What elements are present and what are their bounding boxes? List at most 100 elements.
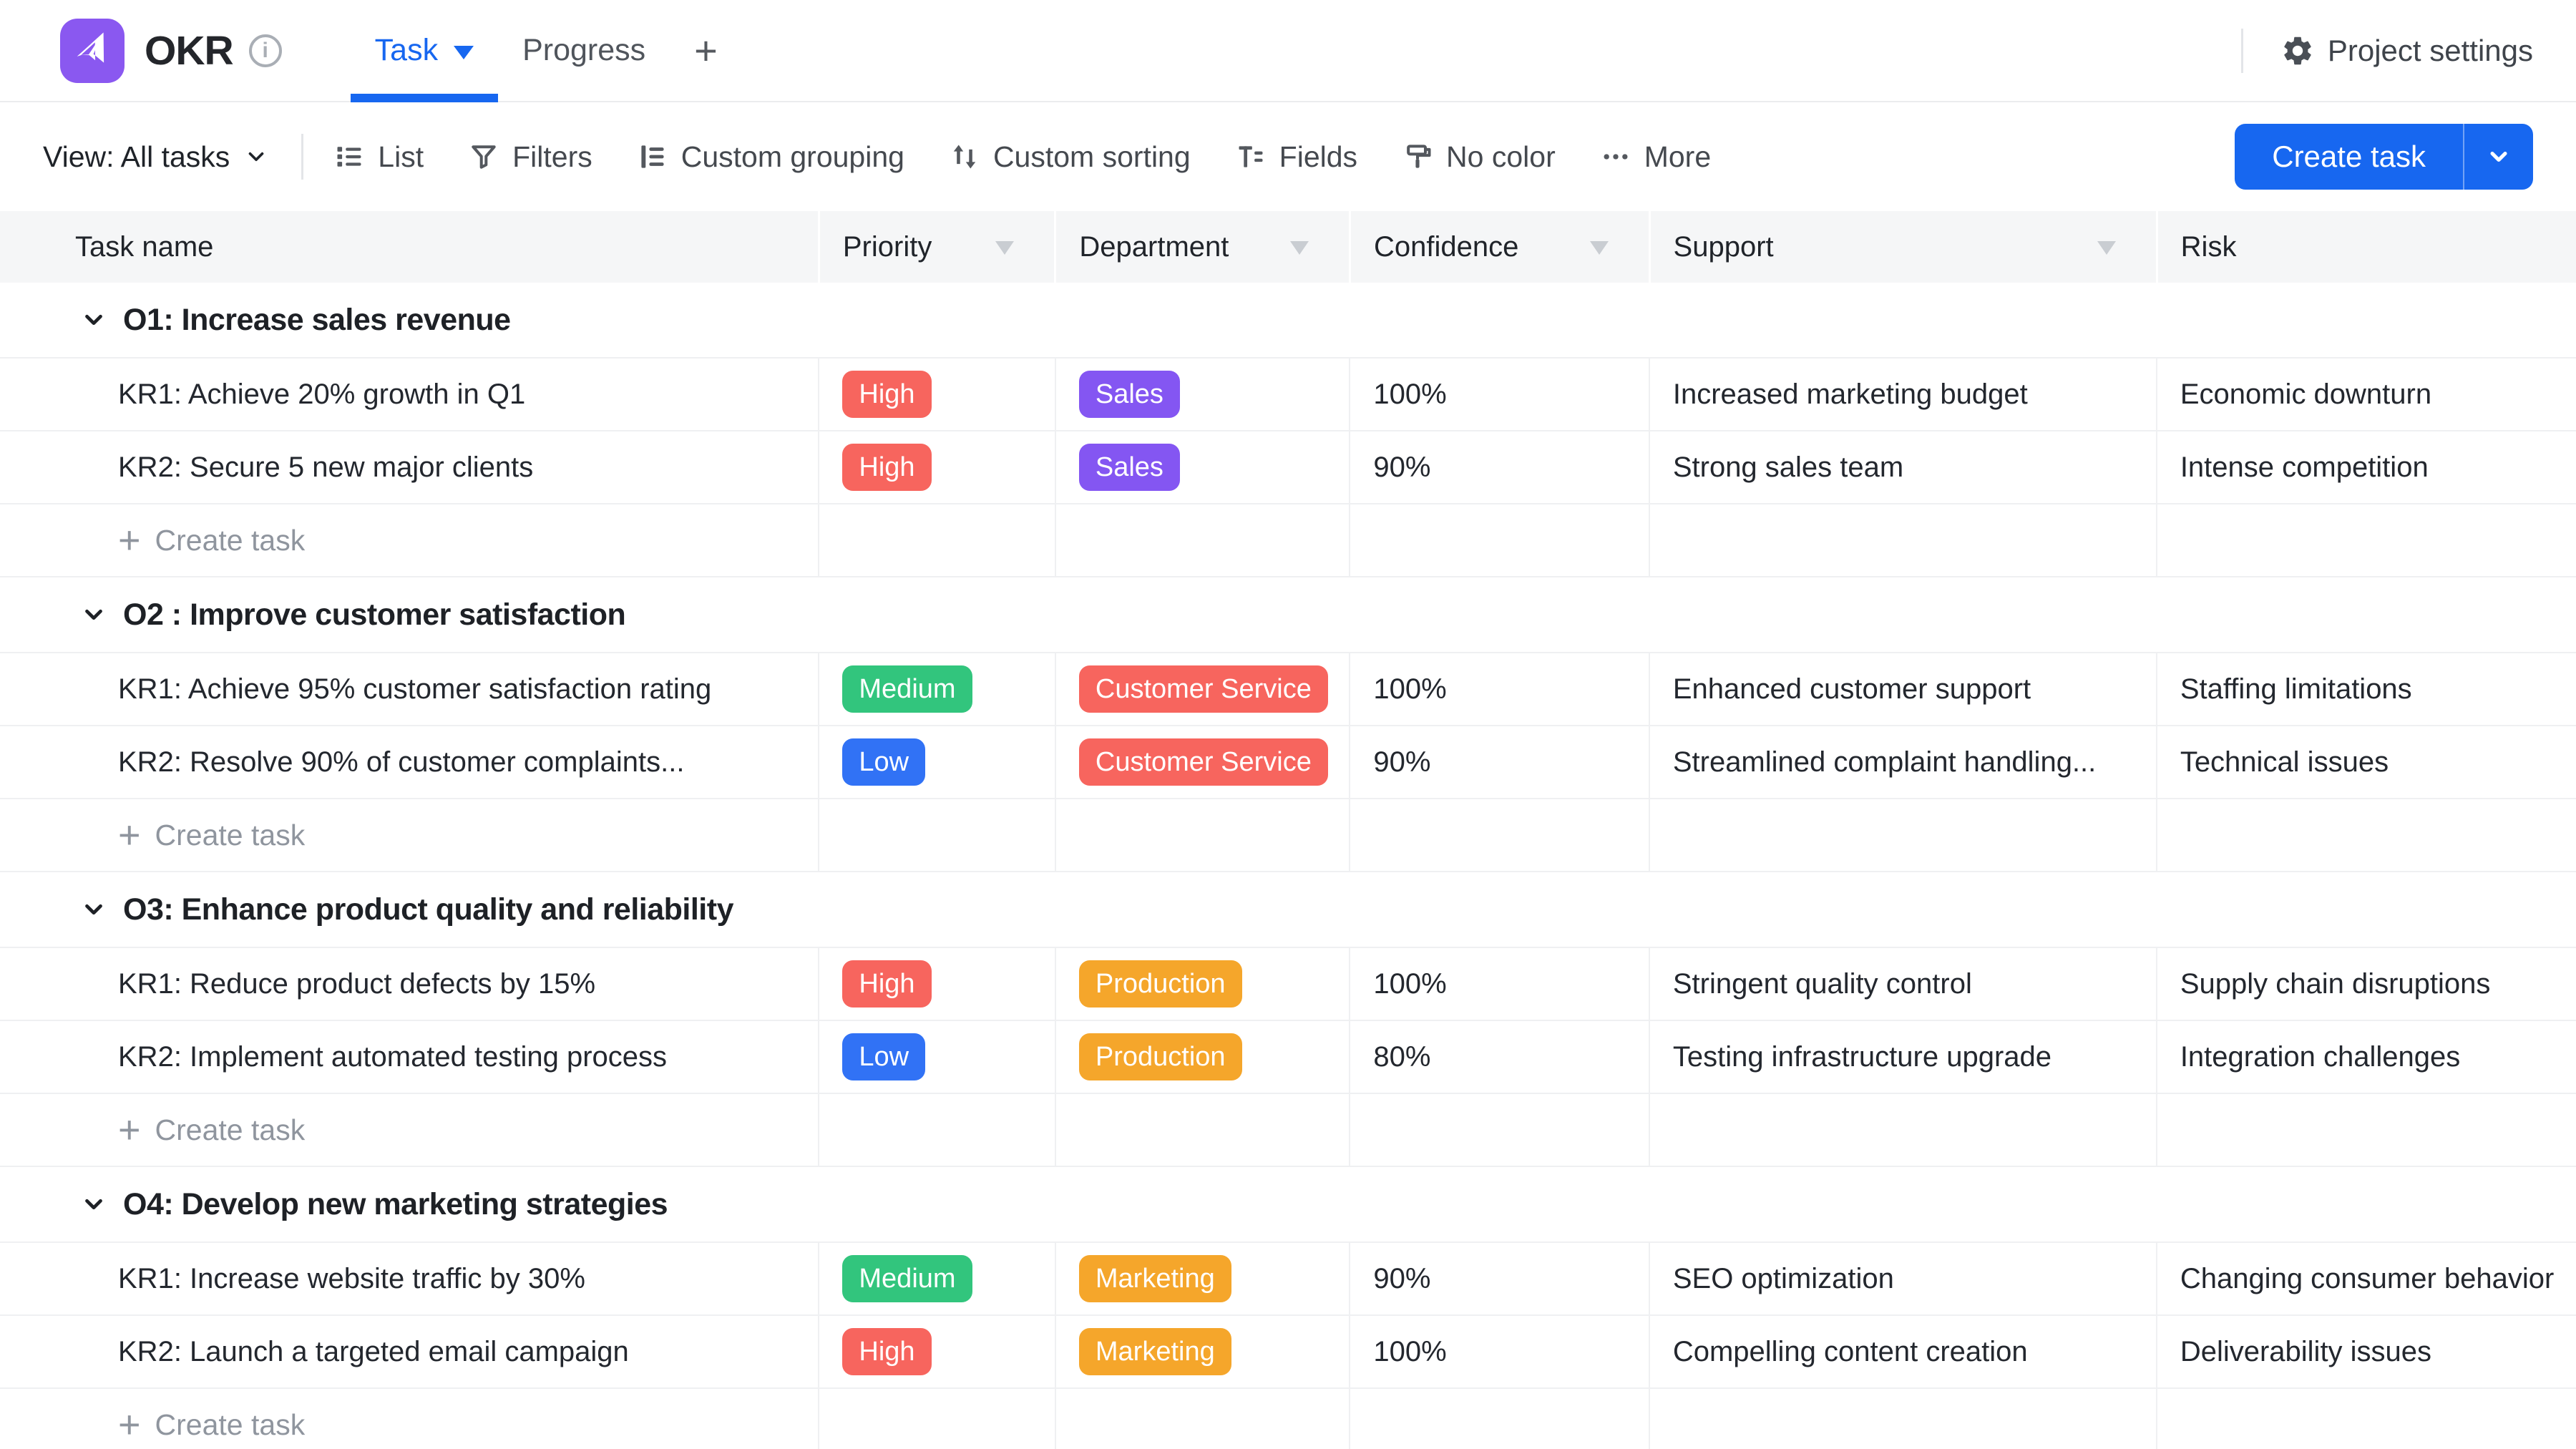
info-icon[interactable]: i — [248, 34, 282, 67]
column-header-risk[interactable]: Risk — [2155, 211, 2576, 283]
tab-task[interactable]: Task — [350, 0, 499, 102]
tab-progress[interactable]: Progress — [498, 0, 670, 101]
confidence-value[interactable]: 100% — [1373, 1335, 1447, 1367]
department-badge[interactable]: Sales — [1078, 371, 1180, 418]
risk-value[interactable]: Economic downturn — [2180, 378, 2432, 410]
table-row[interactable]: KR2: Launch a targeted email campaign Hi… — [0, 1316, 2576, 1389]
risk-value[interactable]: Staffing limitations — [2180, 673, 2412, 705]
department-badge[interactable]: Production — [1078, 1033, 1242, 1080]
priority-badge[interactable]: High — [842, 444, 932, 491]
plus-icon: + — [694, 28, 718, 73]
filter-triangle-icon[interactable] — [995, 241, 1015, 255]
view-switcher[interactable]: View: All tasks — [43, 140, 268, 174]
more-button[interactable]: More — [1600, 140, 1711, 174]
priority-badge[interactable]: Low — [842, 1033, 926, 1080]
table-row[interactable]: KR1: Reduce product defects by 15% High … — [0, 948, 2576, 1021]
chevron-down-icon[interactable] — [80, 1191, 107, 1218]
filter-triangle-icon[interactable] — [1290, 241, 1309, 255]
priority-badge[interactable]: High — [842, 371, 932, 418]
create-task-row[interactable]: + Create task — [0, 799, 2576, 872]
support-value[interactable]: Enhanced customer support — [1672, 673, 2031, 705]
risk-value[interactable]: Intense competition — [2180, 451, 2429, 483]
table-row[interactable]: KR2: Secure 5 new major clients High Sal… — [0, 431, 2576, 504]
confidence-value[interactable]: 80% — [1373, 1040, 1431, 1073]
chevron-down-icon[interactable] — [80, 896, 107, 923]
group-row-o3[interactable]: O3: Enhance product quality and reliabil… — [0, 872, 2576, 948]
priority-badge[interactable]: Low — [842, 738, 926, 786]
chevron-down-icon — [2486, 144, 2512, 170]
project-settings-button[interactable]: Project settings — [2280, 34, 2533, 68]
risk-value[interactable]: Supply chain disruptions — [2180, 967, 2491, 1000]
create-task-row-label: Create task — [155, 1113, 306, 1146]
confidence-value[interactable]: 90% — [1373, 451, 1431, 483]
confidence-value[interactable]: 90% — [1373, 746, 1431, 778]
custom-sorting-button[interactable]: Custom sorting — [949, 140, 1191, 174]
department-badge[interactable]: Customer Service — [1078, 738, 1328, 786]
support-value[interactable]: Compelling content creation — [1672, 1335, 2028, 1367]
group-row-o1[interactable]: O1: Increase sales revenue — [0, 283, 2576, 358]
column-header-support[interactable]: Support — [1648, 211, 2156, 283]
confidence-value[interactable]: 100% — [1373, 378, 1447, 410]
confidence-value[interactable]: 100% — [1373, 673, 1447, 705]
chevron-down-icon[interactable] — [80, 601, 107, 628]
priority-badge[interactable]: Medium — [842, 1255, 972, 1302]
priority-badge[interactable]: High — [842, 1328, 932, 1375]
column-header-confidence[interactable]: Confidence — [1349, 211, 1649, 283]
support-value[interactable]: Increased marketing budget — [1672, 378, 2028, 410]
risk-value[interactable]: Technical issues — [2180, 746, 2389, 778]
table-row[interactable]: KR2: Resolve 90% of customer complaints.… — [0, 726, 2576, 799]
task-name[interactable]: KR2: Secure 5 new major clients — [118, 451, 534, 483]
task-name[interactable]: KR2: Launch a targeted email campaign — [118, 1335, 629, 1367]
priority-badge[interactable]: Medium — [842, 665, 972, 713]
grouping-icon — [637, 141, 668, 172]
create-task-dropdown[interactable] — [2464, 124, 2533, 190]
okr-table: Task name Priority Department Confidence… — [0, 211, 2576, 1449]
column-header-priority[interactable]: Priority — [817, 211, 1055, 283]
confidence-value[interactable]: 90% — [1373, 1262, 1431, 1294]
task-name[interactable]: KR2: Resolve 90% of customer complaints.… — [118, 746, 685, 778]
risk-value[interactable]: Integration challenges — [2180, 1040, 2461, 1073]
group-title: O1: Increase sales revenue — [123, 302, 511, 337]
risk-value[interactable]: Changing consumer behavior — [2180, 1262, 2555, 1294]
create-task-row[interactable]: + Create task — [0, 1094, 2576, 1167]
risk-value[interactable]: Deliverability issues — [2180, 1335, 2432, 1367]
task-name[interactable]: KR1: Increase website traffic by 30% — [118, 1262, 585, 1294]
department-badge[interactable]: Sales — [1078, 444, 1180, 491]
table-row[interactable]: KR2: Implement automated testing process… — [0, 1021, 2576, 1094]
support-value[interactable]: Strong sales team — [1672, 451, 1904, 483]
confidence-value[interactable]: 100% — [1373, 967, 1447, 1000]
custom-grouping-button[interactable]: Custom grouping — [637, 140, 904, 174]
task-name[interactable]: KR1: Achieve 95% customer satisfaction r… — [118, 673, 712, 705]
group-row-o2[interactable]: O2 : Improve customer satisfaction — [0, 577, 2576, 653]
filter-triangle-icon[interactable] — [2097, 241, 2116, 255]
priority-badge[interactable]: High — [842, 960, 932, 1008]
create-task-row[interactable]: + Create task — [0, 504, 2576, 577]
group-row-o4[interactable]: O4: Develop new marketing strategies — [0, 1167, 2576, 1243]
filter-triangle-icon[interactable] — [1589, 241, 1609, 255]
chevron-down-icon[interactable] — [80, 306, 107, 333]
no-color-button[interactable]: No color — [1402, 140, 1556, 174]
table-row[interactable]: KR1: Achieve 95% customer satisfaction r… — [0, 653, 2576, 726]
create-task-button[interactable]: Create task — [2235, 124, 2533, 190]
add-tab-button[interactable]: + — [670, 0, 742, 101]
task-name[interactable]: KR1: Reduce product defects by 15% — [118, 967, 596, 1000]
support-value[interactable]: SEO optimization — [1672, 1262, 1894, 1294]
filters-button[interactable]: Filters — [468, 140, 592, 174]
department-badge[interactable]: Production — [1078, 960, 1242, 1008]
support-value[interactable]: Stringent quality control — [1672, 967, 1972, 1000]
create-task-row[interactable]: + Create task — [0, 1389, 2576, 1449]
column-header-task-name[interactable]: Task name — [0, 211, 818, 283]
task-name[interactable]: KR1: Achieve 20% growth in Q1 — [118, 378, 526, 410]
support-value[interactable]: Testing infrastructure upgrade — [1672, 1040, 2052, 1073]
list-view-button[interactable]: List — [333, 140, 424, 174]
table-row[interactable]: KR1: Achieve 20% growth in Q1 High Sales… — [0, 358, 2576, 431]
support-value[interactable]: Streamlined complaint handling... — [1672, 746, 2097, 778]
column-label: Risk — [2180, 230, 2237, 263]
column-header-department[interactable]: Department — [1054, 211, 1349, 283]
fields-button[interactable]: Fields — [1235, 140, 1357, 174]
department-badge[interactable]: Marketing — [1078, 1255, 1231, 1302]
department-badge[interactable]: Marketing — [1078, 1328, 1231, 1375]
department-badge[interactable]: Customer Service — [1078, 665, 1328, 713]
task-name[interactable]: KR2: Implement automated testing process — [118, 1040, 668, 1073]
table-row[interactable]: KR1: Increase website traffic by 30% Med… — [0, 1243, 2576, 1316]
